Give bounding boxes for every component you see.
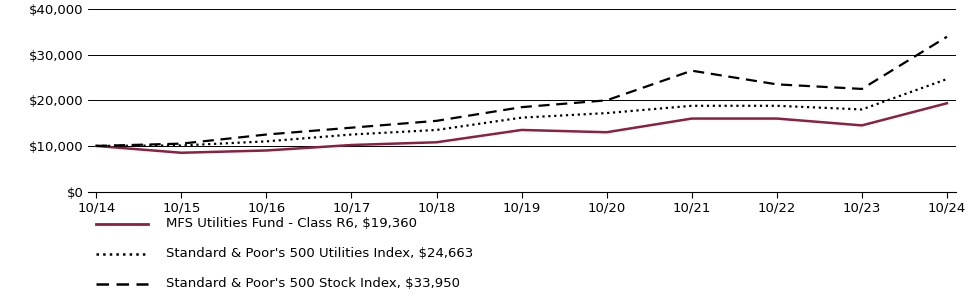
Text: Standard & Poor's 500 Utilities Index, $24,663: Standard & Poor's 500 Utilities Index, $… xyxy=(166,247,473,260)
Text: MFS Utilities Fund - Class R6, $19,360: MFS Utilities Fund - Class R6, $19,360 xyxy=(166,217,417,230)
Text: Standard & Poor's 500 Stock Index, $33,950: Standard & Poor's 500 Stock Index, $33,9… xyxy=(166,278,460,290)
